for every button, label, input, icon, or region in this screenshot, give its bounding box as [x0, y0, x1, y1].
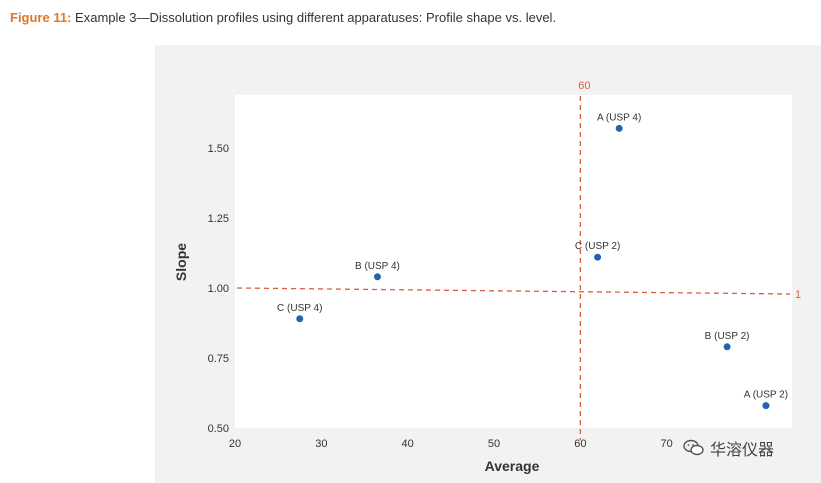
- x-tick-label: 20: [229, 438, 241, 450]
- data-label: C (USP 4): [277, 303, 322, 314]
- x-tick-label: 40: [402, 438, 414, 450]
- y-tick-label: 0.75: [208, 353, 229, 365]
- wechat-icon: [683, 439, 704, 456]
- watermark-text: 华溶仪器: [710, 442, 775, 459]
- data-point: [615, 124, 623, 132]
- data-label: A (USP 2): [744, 390, 788, 401]
- x-tick-label: 30: [315, 438, 327, 450]
- data-label: B (USP 4): [355, 261, 400, 272]
- x-axis-label: Average: [485, 458, 540, 474]
- figure-label: Figure 11:: [10, 10, 72, 25]
- y-tick-label: 1.25: [208, 213, 229, 225]
- reference-line-label: 60: [578, 80, 590, 92]
- data-point: [762, 402, 770, 410]
- data-label: C (USP 2): [575, 241, 620, 252]
- x-tick-label: 60: [574, 438, 586, 450]
- data-point: [723, 343, 731, 351]
- y-axis-label: Slope: [173, 243, 189, 281]
- x-tick-label: 70: [661, 438, 673, 450]
- figure-caption: Example 3—Dissolution profiles using dif…: [75, 10, 557, 25]
- data-label: A (USP 4): [597, 112, 641, 123]
- data-point: [594, 253, 602, 261]
- reference-line-horizontal: [236, 287, 791, 295]
- reference-line-label: 1: [795, 289, 801, 301]
- figure-title: Figure 11: Example 3—Dissolution profile…: [10, 10, 556, 25]
- plot-area: [235, 95, 792, 428]
- data-point: [373, 273, 381, 281]
- y-tick-label: 1.50: [208, 143, 229, 155]
- y-tick-label: 0.50: [208, 423, 229, 435]
- y-tick-label: 1.00: [208, 283, 229, 295]
- x-tick-label: 50: [488, 438, 500, 450]
- data-label: B (USP 2): [705, 331, 750, 342]
- data-point: [296, 315, 304, 323]
- watermark: 华溶仪器: [683, 436, 774, 460]
